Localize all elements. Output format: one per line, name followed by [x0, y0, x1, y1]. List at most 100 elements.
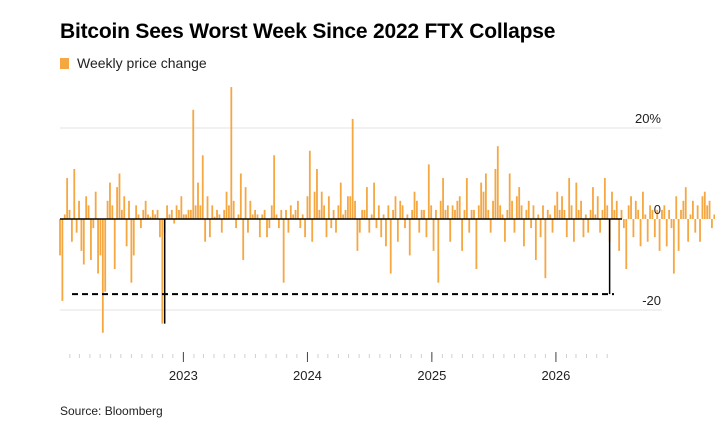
bar	[611, 191, 613, 219]
grid-layer	[60, 127, 662, 311]
bar	[494, 168, 497, 219]
bar	[687, 219, 690, 242]
bar	[487, 209, 490, 219]
bar	[622, 219, 625, 229]
bar	[670, 219, 673, 229]
bar	[644, 214, 647, 219]
bar	[711, 219, 713, 229]
bar	[682, 200, 685, 219]
bar	[194, 205, 197, 219]
bar	[501, 214, 504, 219]
bar	[537, 214, 540, 219]
bar	[637, 209, 640, 219]
bar	[468, 219, 471, 233]
bar	[192, 109, 195, 219]
bar	[270, 205, 273, 219]
bar	[323, 205, 326, 219]
bar	[223, 209, 226, 219]
bar	[392, 209, 395, 219]
source-note: Source: Bloomberg	[60, 404, 163, 418]
bar	[356, 219, 359, 251]
bar	[437, 219, 440, 283]
bar	[642, 191, 644, 219]
bar	[580, 200, 582, 219]
bar	[606, 205, 609, 219]
bar	[251, 214, 254, 219]
bar	[499, 205, 502, 219]
bar	[401, 205, 404, 219]
bar	[220, 219, 223, 233]
bar	[120, 209, 123, 219]
bar	[506, 209, 509, 219]
bar	[132, 219, 135, 256]
bar	[304, 219, 306, 238]
bar	[625, 219, 628, 270]
bar	[149, 216, 152, 219]
bar	[161, 219, 164, 324]
bar	[109, 182, 111, 219]
bar	[511, 200, 513, 219]
bar	[59, 219, 61, 256]
bar	[70, 219, 73, 242]
bar	[299, 219, 302, 229]
bar	[627, 205, 630, 219]
bar	[151, 209, 154, 219]
bar	[582, 219, 585, 238]
bar	[130, 219, 133, 283]
bar	[653, 219, 656, 238]
bar	[368, 219, 371, 233]
bar	[73, 168, 76, 219]
bar	[442, 178, 444, 219]
bar	[216, 209, 218, 219]
bar	[549, 214, 552, 219]
bar	[573, 219, 575, 242]
bar	[489, 219, 492, 233]
bar	[525, 209, 528, 219]
bar	[527, 200, 530, 219]
bar	[213, 216, 216, 219]
x-tick-label: 2025	[417, 368, 446, 383]
bar	[173, 219, 176, 224]
bar	[601, 209, 604, 219]
bar	[406, 214, 409, 219]
bar	[66, 178, 69, 219]
bar	[420, 209, 423, 219]
bar	[373, 182, 375, 219]
bar	[125, 219, 128, 247]
bar	[320, 191, 323, 219]
bar	[261, 214, 264, 219]
bar	[280, 209, 283, 219]
bar	[361, 209, 364, 219]
bar	[346, 196, 349, 219]
bar	[649, 205, 651, 219]
bar	[713, 214, 715, 219]
bar	[432, 219, 435, 251]
bar	[558, 209, 561, 219]
bar	[691, 200, 694, 219]
bar	[394, 196, 397, 219]
bar	[189, 209, 192, 219]
bar	[470, 209, 473, 219]
bar	[599, 219, 602, 233]
bar	[385, 219, 387, 247]
bar	[672, 219, 675, 274]
bar	[684, 187, 687, 219]
bar	[137, 214, 140, 219]
bar	[675, 196, 678, 219]
bar	[570, 205, 573, 219]
bar	[508, 173, 511, 219]
bar	[325, 219, 328, 238]
bar	[408, 219, 411, 256]
bar	[308, 150, 311, 219]
bar	[258, 219, 261, 238]
bar	[204, 219, 207, 242]
bar	[358, 219, 361, 233]
bar	[563, 209, 566, 219]
bar	[282, 219, 285, 283]
bar	[492, 200, 494, 219]
bar	[85, 196, 88, 219]
bar	[335, 219, 337, 233]
bar	[87, 205, 90, 219]
bar	[658, 219, 661, 251]
bar	[332, 209, 335, 219]
